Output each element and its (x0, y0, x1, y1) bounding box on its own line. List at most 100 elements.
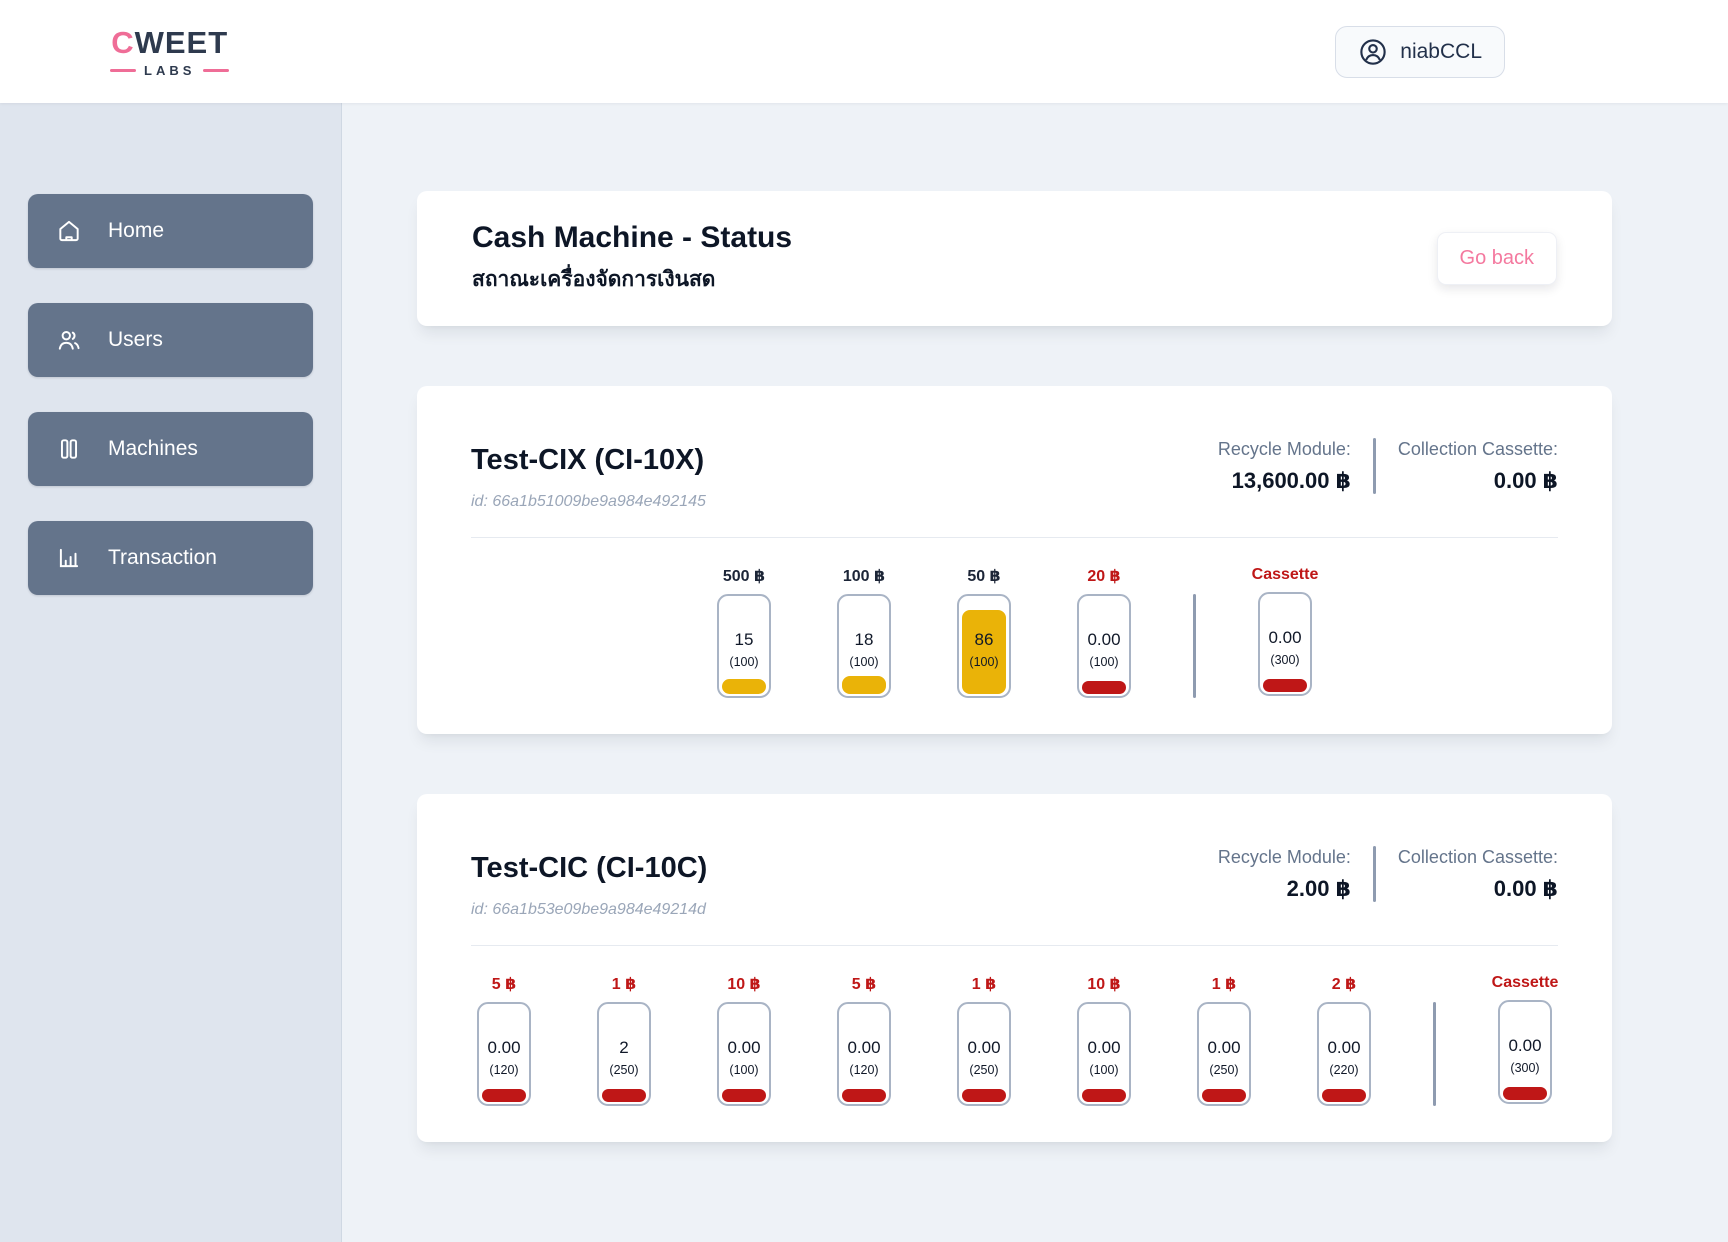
sidebar-item-machines[interactable]: Machines (28, 412, 313, 486)
machine-name: Test-CIX (CI-10X) (471, 444, 706, 477)
cassette-fill-bar (842, 676, 886, 694)
cassette-readout: 0.00 (300) (1500, 1002, 1550, 1075)
logo-subtitle: LABS (110, 64, 229, 77)
recycle-module-label: Recycle Module: (1218, 847, 1351, 868)
recycle-module-value: 13,600.00 ฿ (1218, 468, 1351, 494)
sidebar-item-transaction[interactable]: Transaction (28, 521, 313, 595)
machines-icon (56, 436, 82, 462)
cassette-tube: 0.00(300) (1258, 592, 1312, 696)
cassette-value: 86 (959, 630, 1009, 650)
collection-cassette-label: Collection Cassette: (1398, 439, 1558, 460)
machine-card: Test-CIX (CI-10X) id: 66a1b51009be9a984e… (417, 386, 1612, 734)
cassette-tube: 0.00 (120) (477, 1002, 531, 1106)
cassette-value: 0.00 (1199, 1038, 1249, 1058)
cassette-readout: 0.00(220) (1319, 1004, 1369, 1077)
stat-divider (1373, 846, 1376, 902)
machine-stats: Recycle Module: 2.00 ฿ Collection Casset… (1218, 846, 1558, 902)
cassette-fill-bar (1202, 1089, 1246, 1102)
cassette-fill-bar (962, 1089, 1006, 1102)
cassette-denomination-label: 1 ฿ (1212, 974, 1236, 994)
logo-letter-c: C (111, 25, 134, 60)
cassette-denomination-label: 500 ฿ (723, 566, 765, 586)
user-circle-icon (1358, 37, 1388, 67)
recycle-module-value: 2.00 ฿ (1218, 876, 1351, 902)
recycle-module-stat: Recycle Module: 13,600.00 ฿ (1218, 439, 1351, 494)
cassette-slot: Cassette 0.00(300) (1252, 566, 1318, 696)
machine-id: id: 66a1b53e09be9a984e49214d (471, 901, 707, 919)
cassette-value: 15 (719, 630, 769, 650)
cassette-value: 18 (839, 630, 889, 650)
users-icon (56, 327, 82, 353)
cassette-slot: 20 ฿ 0.00 (100) (1071, 566, 1137, 698)
cassette-readout: 2(250) (599, 1004, 649, 1077)
cassette-slot: 2 ฿ 0.00(220) (1311, 974, 1377, 1106)
cassette-capacity: (250) (599, 1063, 649, 1077)
cassette-value: 0.00 (1079, 630, 1129, 650)
cassette-denomination-label: 5 ฿ (852, 974, 876, 994)
sidebar-item-home[interactable]: Home (28, 194, 313, 268)
cassette-row: 5 ฿0.00(120)1 ฿2(250)10 ฿0.00(100)5 ฿0.0… (471, 974, 1558, 1106)
cassette-capacity: (300) (1500, 1061, 1550, 1075)
cassette-slot: 5 ฿ 0.00(120) (831, 974, 897, 1106)
cassette-fill-bar (1263, 679, 1307, 692)
cassette-fill-bar (1082, 1089, 1126, 1102)
machine-identity: Test-CIX (CI-10X) id: 66a1b51009be9a984e… (471, 426, 706, 511)
cassette-fill-bar (602, 1089, 646, 1102)
cassette-denomination-label: Cassette (1252, 566, 1319, 584)
cassette-fill-bar (1082, 681, 1126, 694)
logo-labs-text: LABS (144, 64, 195, 77)
cassette-capacity: (250) (959, 1063, 1009, 1077)
cassette-readout: 0.00 (250) (959, 1004, 1009, 1077)
sidebar-item-label: Transaction (108, 546, 217, 570)
page-header-card: Cash Machine - Status สถาณะเครื่องจัดการ… (417, 191, 1612, 326)
cassette-tube: 2(250) (597, 1002, 651, 1106)
cassette-value: 0.00 (959, 1038, 1009, 1058)
home-icon (56, 218, 82, 244)
sidebar-item-label: Users (108, 328, 163, 352)
cassette-readout: 0.00 (100) (1079, 596, 1129, 669)
cassette-tube: 0.00 (250) (957, 1002, 1011, 1106)
cassette-value: 0.00 (1500, 1036, 1550, 1056)
cassette-readout: 0.00(120) (839, 1004, 889, 1077)
cassette-denomination-label: 2 ฿ (1332, 974, 1356, 994)
sidebar: Home Users Machines (0, 103, 342, 1242)
cassette-slot: 500 ฿ 15(100) (711, 566, 777, 698)
cassette-value: 0.00 (839, 1038, 889, 1058)
cassette-slot: 100 ฿18(100) (831, 566, 897, 698)
machine-divider (471, 945, 1558, 946)
cassette-value: 0.00 (479, 1038, 529, 1058)
cassette-tube: 18(100) (837, 594, 891, 698)
cassette-slot: Cassette0.00(300) (1492, 974, 1558, 1104)
cassette-tube: 86 (100) (957, 594, 1011, 698)
main-content: Cash Machine - Status สถาณะเครื่องจัดการ… (342, 103, 1728, 1242)
cassette-denomination-label: 1 ฿ (612, 974, 636, 994)
user-menu-button[interactable]: niabCCL (1335, 26, 1505, 78)
transaction-icon (56, 545, 82, 571)
cassette-tube: 15(100) (717, 594, 771, 698)
collection-cassette-stat: Collection Cassette: 0.00 ฿ (1398, 847, 1558, 902)
cassette-tube: 0.00(250) (1197, 1002, 1251, 1106)
cassette-denomination-label: 50 ฿ (967, 566, 1000, 586)
sidebar-item-label: Machines (108, 437, 198, 461)
cassette-capacity: (100) (959, 655, 1009, 669)
cassette-tube: 0.00(120) (837, 1002, 891, 1106)
app-logo[interactable]: CWEET LABS (110, 27, 229, 77)
cassette-denomination-label: 20 ฿ (1087, 566, 1120, 586)
cassette-readout: 86 (100) (959, 596, 1009, 669)
cassette-value: 0.00 (1079, 1038, 1129, 1058)
stat-divider (1373, 438, 1376, 494)
cassette-slot: 10 ฿0.00(100) (1071, 974, 1137, 1106)
cassette-fill-bar (1322, 1089, 1366, 1102)
page-title: Cash Machine - Status (472, 221, 792, 255)
cassette-denomination-label: 1 ฿ (972, 974, 996, 994)
cassette-capacity: (120) (479, 1063, 529, 1077)
cassette-capacity: (100) (1079, 655, 1129, 669)
sidebar-item-users[interactable]: Users (28, 303, 313, 377)
cassette-slot: 50 ฿ 86 (100) (951, 566, 1017, 698)
machine-card: Test-CIC (CI-10C) id: 66a1b53e09be9a984e… (417, 794, 1612, 1142)
cassette-readout: 15(100) (719, 596, 769, 669)
recycle-module-stat: Recycle Module: 2.00 ฿ (1218, 847, 1351, 902)
go-back-button[interactable]: Go back (1437, 232, 1557, 285)
cassette-value: 0.00 (719, 1038, 769, 1058)
cassette-capacity: (100) (719, 1063, 769, 1077)
